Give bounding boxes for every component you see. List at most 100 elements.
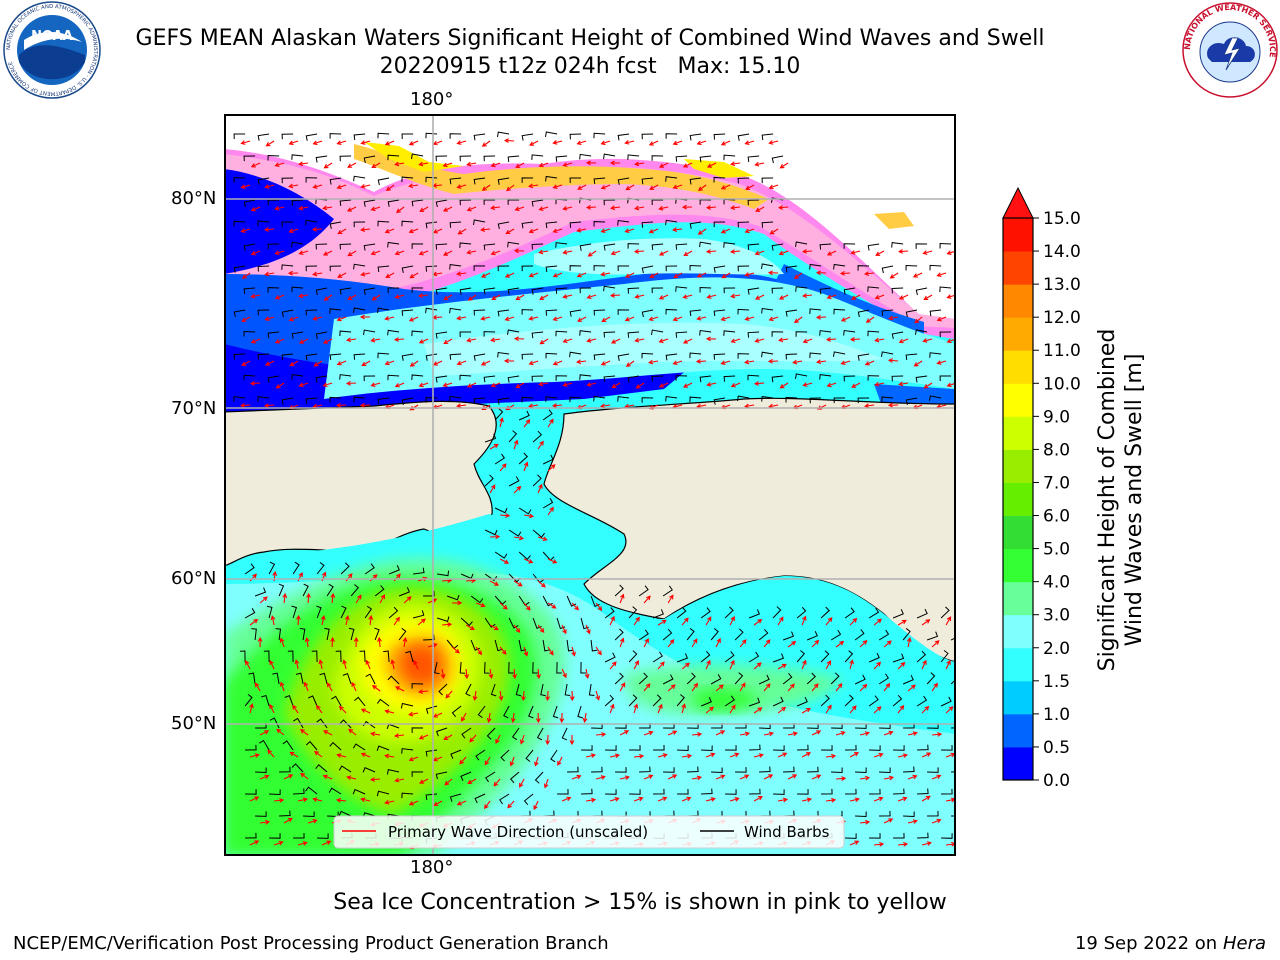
wave-direction-arrow (744, 272, 755, 277)
wind-barb (700, 697, 712, 707)
wind-barb (266, 605, 273, 619)
wave-direction-arrow (384, 316, 395, 321)
wave-direction-arrow (577, 316, 587, 322)
wave-direction-arrow (921, 659, 927, 670)
wind-barb (700, 607, 711, 619)
wind-barb (854, 674, 866, 685)
wave-direction-arrow (552, 272, 563, 278)
wind-barb (638, 585, 649, 597)
wind-barb (833, 397, 846, 404)
wave-direction-arrow (528, 272, 539, 278)
wave-direction-arrow (395, 686, 405, 692)
wave-direction-arrow (763, 683, 771, 692)
wave-direction-arrow (515, 294, 525, 301)
wind-barb (604, 694, 615, 707)
wind-barb (940, 606, 950, 619)
wave-direction-arrow (481, 140, 491, 147)
wave-direction-arrow (697, 184, 707, 192)
wind-barb (747, 287, 760, 295)
wave-direction-arrow (778, 250, 789, 256)
wave-direction-arrow (649, 184, 659, 190)
wave-direction-arrow (390, 659, 396, 670)
wind-barb (245, 789, 257, 795)
wave-direction-arrow (648, 228, 659, 234)
wind-barb (557, 788, 569, 795)
wave-direction-arrow (269, 703, 275, 714)
wave-direction-arrow (600, 360, 611, 366)
wind-barb (484, 433, 497, 443)
wave-direction-arrow (682, 294, 693, 299)
wind-barb (326, 583, 334, 597)
wind-barb (484, 474, 494, 487)
wind-barb (531, 199, 544, 207)
wind-barb (748, 609, 761, 619)
wave-direction-arrow (493, 778, 501, 787)
wind-barb (569, 133, 582, 140)
wind-barb (518, 551, 531, 561)
wave-direction-arrow (744, 316, 755, 321)
wave-direction-arrow (706, 162, 717, 168)
wind-barb (542, 497, 554, 509)
wind-barb (747, 374, 760, 381)
wind-barb (615, 723, 627, 729)
wave-direction-arrow (394, 382, 405, 388)
wave-direction-arrow (883, 730, 894, 736)
wind-barb (316, 605, 322, 619)
wave-direction-arrow (600, 271, 611, 277)
wind-barb (342, 672, 352, 685)
wave-direction-arrow (864, 403, 875, 409)
wave-direction-arrow (744, 140, 755, 145)
wave-direction-arrow (547, 646, 554, 656)
wind-barb (569, 351, 582, 358)
wind-barb (593, 395, 606, 402)
wind-barb (651, 243, 664, 251)
wave-direction-arrow (360, 227, 371, 233)
wave-direction-arrow (648, 359, 659, 365)
wave-direction-arrow (576, 359, 587, 365)
wind-barb (641, 221, 654, 228)
wave-direction-arrow (883, 682, 891, 692)
wind-barb (291, 374, 304, 380)
wind-barb (843, 375, 856, 382)
wave-direction-arrow (456, 360, 467, 366)
wave-direction-arrow (883, 640, 892, 648)
wave-direction-arrow (552, 140, 563, 145)
wave-direction-arrow (346, 337, 357, 343)
wind-barb (905, 353, 918, 361)
wind-barb (771, 155, 784, 164)
wave-direction-arrow (744, 359, 755, 365)
wave-direction-arrow (658, 382, 669, 388)
wave-direction-arrow (931, 774, 942, 780)
wind-barb (329, 177, 342, 185)
wave-direction-arrow (609, 753, 621, 759)
wind-barb (843, 243, 856, 249)
wind-barb (555, 242, 568, 248)
wave-direction-arrow (547, 558, 558, 564)
wave-direction-arrow (763, 731, 775, 737)
wind-barb (831, 723, 843, 729)
wave-direction-arrow (793, 316, 803, 324)
wind-barb (317, 833, 329, 839)
wave-direction-arrow (298, 161, 309, 167)
wave-direction-arrow (288, 140, 299, 146)
wind-barb (627, 243, 640, 249)
wave-direction-arrow (874, 381, 885, 387)
wind-barb (257, 396, 270, 402)
wave-direction-arrow (587, 250, 597, 257)
wind-barb (281, 397, 294, 405)
wave-direction-arrow (370, 250, 381, 256)
wind-barb (245, 744, 257, 751)
wind-barb (605, 745, 617, 751)
wind-barb (338, 810, 352, 817)
wind-barb (532, 529, 545, 538)
wind-barb (362, 766, 376, 773)
wind-barb (782, 673, 793, 685)
wave-direction-arrow (259, 774, 270, 780)
wind-barb (771, 287, 784, 294)
wind-barb (363, 199, 376, 207)
wind-barb (880, 351, 894, 357)
wave-direction-arrow (571, 774, 582, 780)
wave-direction-arrow (287, 270, 299, 276)
wave-direction-arrow (547, 418, 554, 428)
wind-barb (305, 265, 318, 272)
